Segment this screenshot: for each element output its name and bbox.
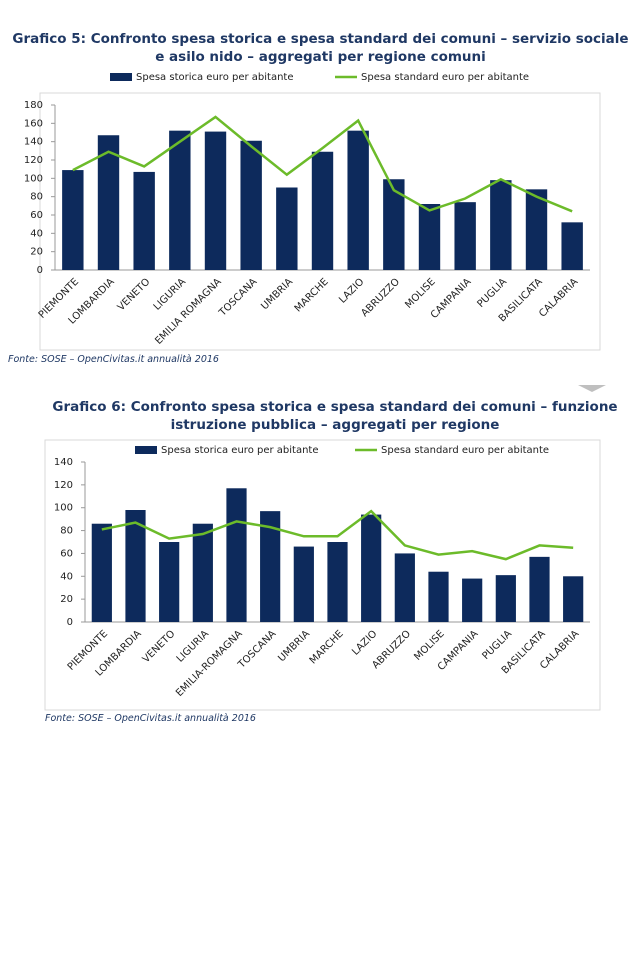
y-tick-label: 40 xyxy=(60,571,73,582)
legend-label: Spesa standard euro per abitante xyxy=(381,445,549,456)
y-tick-label: 140 xyxy=(24,137,43,148)
bar xyxy=(91,523,112,622)
x-tick-label: ABRUZZO xyxy=(359,276,402,319)
legend-label: Spesa storica euro per abitante xyxy=(136,72,294,83)
line xyxy=(101,509,574,561)
bar xyxy=(240,140,262,270)
bar xyxy=(490,180,512,270)
y-tick-label: 0 xyxy=(67,617,73,628)
y-tick-label: 120 xyxy=(24,155,43,166)
bar xyxy=(383,179,405,270)
bar xyxy=(159,542,180,622)
bar xyxy=(97,135,120,270)
x-tick-label: LAZIO xyxy=(337,276,366,305)
y-tick-label: 80 xyxy=(30,192,43,203)
bar xyxy=(226,488,247,622)
bar xyxy=(62,170,84,270)
y-tick-label: 100 xyxy=(54,503,73,514)
bar xyxy=(260,511,281,622)
chart-frame xyxy=(44,439,601,711)
x-tick-label: MOLISE xyxy=(403,276,437,310)
bar xyxy=(428,571,449,622)
chart-title: Grafico 5: Confronto spesa storica e spe… xyxy=(12,31,629,65)
x-tick-label: UMBRIA xyxy=(259,276,295,312)
y-tick-label: 20 xyxy=(60,594,73,605)
y-tick-label: 0 xyxy=(37,265,43,276)
bar xyxy=(361,514,382,622)
bar xyxy=(133,171,155,270)
x-tick-label: CALABRIA xyxy=(537,276,580,319)
source: Fonte: SOSE – OpenCivitas.it annualità 2… xyxy=(8,354,219,365)
decoration xyxy=(578,385,606,392)
line xyxy=(72,115,573,213)
x-tick-label: EMILIA ROMAGNA xyxy=(153,276,224,347)
x-tick-label: PUGLIA xyxy=(481,628,515,662)
y-tick-label: 20 xyxy=(30,247,43,258)
legend-swatch xyxy=(135,446,157,454)
x-tick-label: TOSCANA xyxy=(217,276,260,319)
bar xyxy=(204,131,227,270)
x-tick-label: LIGURIA xyxy=(152,276,188,312)
bar xyxy=(347,130,369,270)
y-tick-label: 40 xyxy=(30,228,43,239)
bar xyxy=(454,202,476,270)
legend-swatch xyxy=(110,73,132,81)
x-tick-label: PUGLIA xyxy=(476,276,510,310)
x-tick-label: MARCHE xyxy=(293,276,331,314)
legend-label: Spesa standard euro per abitante xyxy=(361,72,529,83)
bar xyxy=(192,523,213,622)
y-tick-label: 100 xyxy=(24,173,43,184)
x-tick-label: VENETO xyxy=(141,628,178,665)
bar xyxy=(495,575,516,622)
x-tick-label: MOLISE xyxy=(412,628,446,662)
bar xyxy=(276,187,298,270)
bar xyxy=(169,130,191,270)
bar xyxy=(529,556,550,622)
y-tick-label: 140 xyxy=(54,457,73,468)
y-tick-label: 120 xyxy=(54,480,73,491)
x-tick-label: VENETO xyxy=(116,276,153,313)
bar xyxy=(293,546,314,622)
y-tick-label: 60 xyxy=(60,548,73,559)
bar xyxy=(561,222,583,270)
bar xyxy=(563,576,584,622)
bar xyxy=(525,189,548,270)
bar xyxy=(462,578,483,622)
x-tick-label: LAZIO xyxy=(350,628,379,657)
chart-title: Grafico 6: Confronto spesa storica e spe… xyxy=(52,399,618,433)
y-tick-label: 60 xyxy=(30,210,43,221)
source: Fonte: SOSE – OpenCivitas.it annualità 2… xyxy=(45,713,256,724)
bar xyxy=(327,542,348,622)
bar xyxy=(125,510,146,622)
bar xyxy=(418,204,441,270)
y-tick-label: 180 xyxy=(24,100,43,111)
x-tick-label: EMILIA-ROMAGNA xyxy=(174,628,245,699)
x-tick-label: MARCHE xyxy=(308,628,346,666)
legend-label: Spesa storica euro per abitante xyxy=(161,445,319,456)
y-tick-label: 80 xyxy=(60,526,73,537)
chart-frame xyxy=(39,92,601,351)
y-tick-label: 160 xyxy=(24,118,43,129)
bar xyxy=(394,553,415,622)
bar xyxy=(311,151,334,270)
